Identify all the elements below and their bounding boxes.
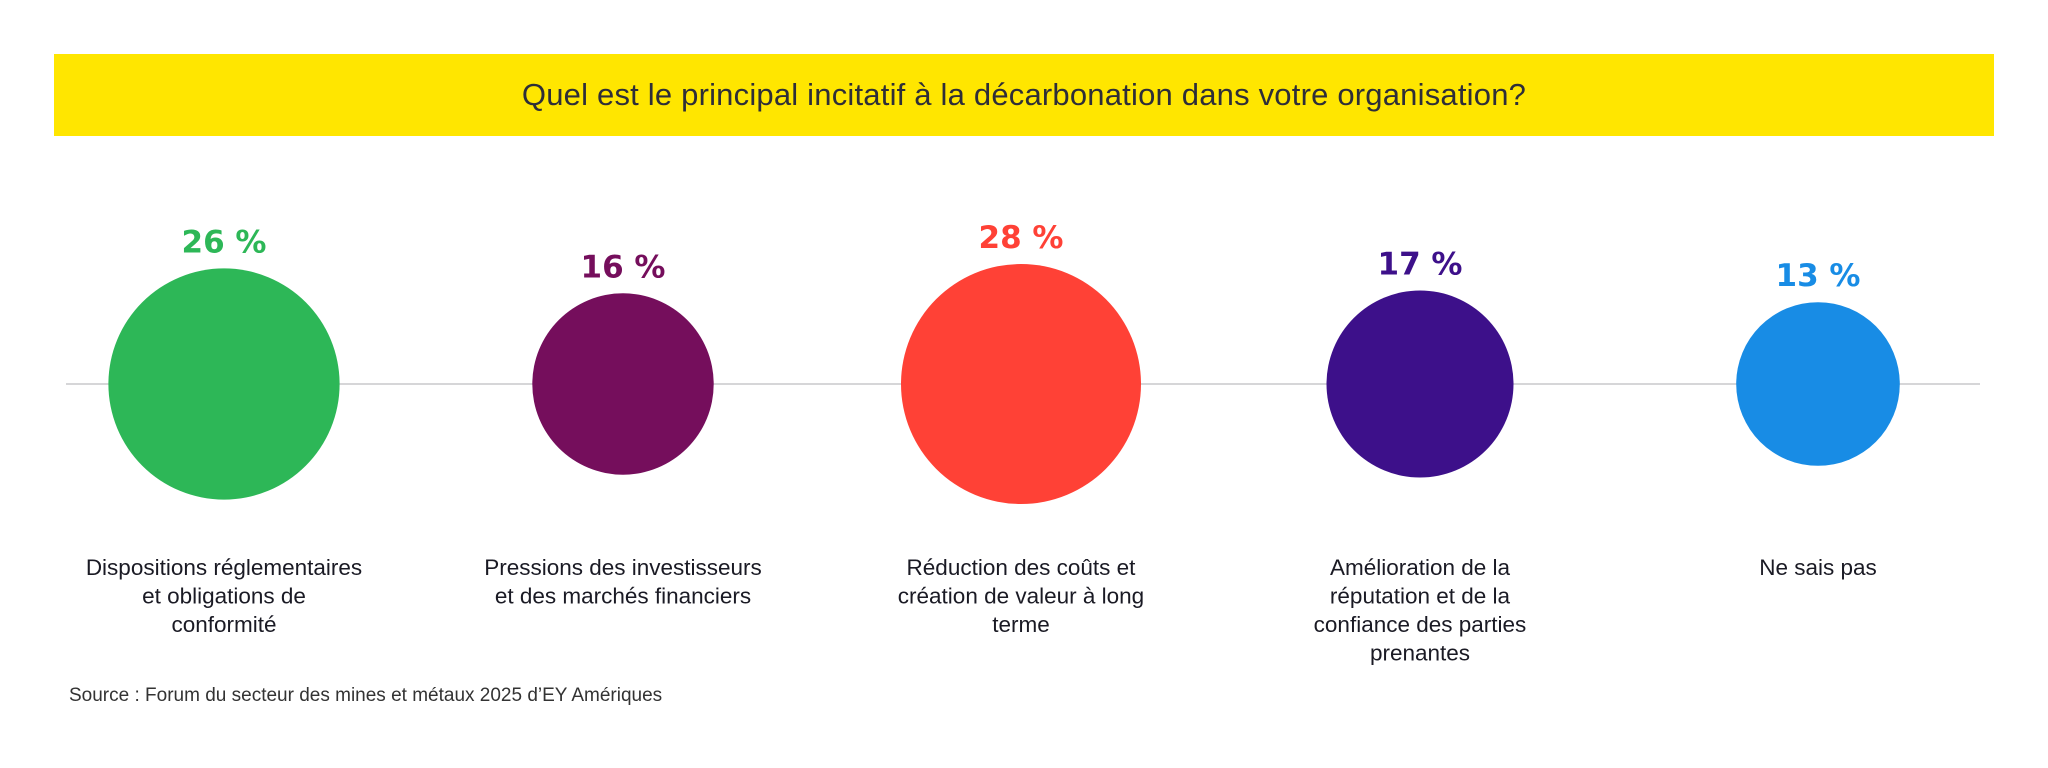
bubble-2 <box>532 293 714 475</box>
category-label-line: réputation et de la <box>1330 584 1511 609</box>
bubble-4 <box>1326 290 1514 478</box>
bubble-1 <box>108 268 340 500</box>
chart-title: Quel est le principal incitatif à la déc… <box>521 77 1527 112</box>
category-label-line: Réduction des coûts et <box>907 555 1137 580</box>
category-label-line: Ne sais pas <box>1759 555 1877 580</box>
value-label-2: 16 % <box>581 249 666 285</box>
value-label-1: 26 % <box>182 224 267 260</box>
category-label-line: conformité <box>171 612 276 637</box>
category-label-line: prenantes <box>1370 641 1470 666</box>
category-label-line: Dispositions réglementaires <box>86 555 362 580</box>
title-bar: Quel est le principal incitatif à la déc… <box>54 54 1994 136</box>
category-label-5: Ne sais pas <box>1759 555 1877 580</box>
title-banner <box>54 54 1994 136</box>
category-label-line: création de valeur à long <box>898 584 1144 609</box>
category-label-3: Réduction des coûts et création de valeur… <box>898 555 1144 637</box>
value-label-4: 17 % <box>1378 247 1463 283</box>
category-label-line: Amélioration de la <box>1330 555 1511 580</box>
category-label-line: Pressions des investisseurs <box>484 555 762 580</box>
bubble-3 <box>901 264 1141 504</box>
category-label-2: Pressions des investisseurs et des marché… <box>484 555 762 609</box>
bubble-5 <box>1736 302 1900 466</box>
category-label-line: terme <box>992 612 1050 637</box>
category-label-line: et des marchés financiers <box>495 584 751 609</box>
category-label-1: Dispositions réglementaires et obligation… <box>86 555 362 637</box>
value-label-3: 28 % <box>979 220 1064 256</box>
category-label-line: confiance des parties <box>1314 612 1527 637</box>
category-label-line: et obligations de <box>142 584 306 609</box>
value-label-5: 13 % <box>1776 258 1861 294</box>
source-note: Source : Forum du secteur des mines et m… <box>69 685 663 706</box>
category-label-4: Amélioration de la réputation et de la con… <box>1314 555 1527 666</box>
